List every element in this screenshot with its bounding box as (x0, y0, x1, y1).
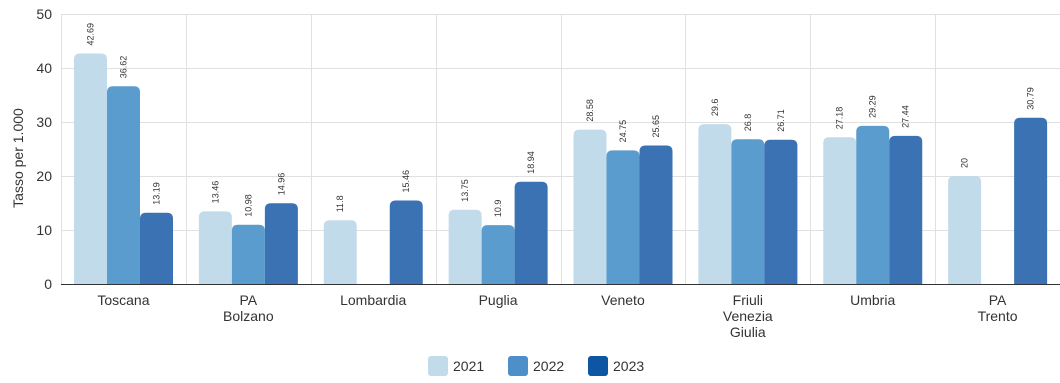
bar[interactable] (606, 150, 640, 284)
bar[interactable] (823, 137, 857, 284)
x-tick-label: Veneto (601, 292, 645, 308)
bar[interactable] (389, 200, 423, 284)
legend-swatch[interactable] (428, 356, 448, 376)
y-tick-label: 20 (36, 168, 52, 184)
y-tick-label: 10 (36, 222, 52, 238)
legend-label[interactable]: 2022 (533, 358, 564, 374)
data-label: 36.62 (119, 56, 129, 79)
bar[interactable] (889, 135, 923, 284)
y-tick-label: 30 (36, 114, 52, 130)
x-tick-label: Lombardia (340, 292, 406, 308)
x-axis: Toscana PA Bolzano Lombardia Puglia Veneto Fri… (97, 292, 1017, 340)
legend[interactable]: 2021 2022 2023 (428, 356, 644, 376)
bar[interactable] (731, 139, 765, 284)
bar[interactable] (856, 125, 890, 284)
x-tick-label: PA Trento (978, 292, 1018, 324)
data-label: 27.44 (901, 105, 911, 128)
bar[interactable] (198, 211, 232, 284)
bar[interactable] (481, 225, 515, 284)
data-label: 13.19 (152, 182, 162, 205)
data-label: 10.98 (243, 194, 253, 217)
bar[interactable] (231, 224, 265, 284)
legend-label[interactable]: 2021 (453, 358, 484, 374)
y-axis-title: Tasso per 1.000 (10, 108, 26, 208)
data-label: 13.75 (460, 179, 470, 202)
bar[interactable] (323, 220, 357, 284)
data-label: 18.94 (526, 151, 536, 174)
data-label: 26.71 (776, 109, 786, 132)
y-tick-label: 40 (36, 60, 52, 76)
bars: 42.69 13.46 11.8 13.75 28.58 29.6 27.18 20 36.62… (74, 23, 1048, 284)
data-label: 20 (960, 158, 970, 168)
y-tick-label: 50 (36, 6, 52, 22)
bar[interactable] (264, 203, 298, 284)
data-label: 28.58 (585, 99, 595, 122)
data-label: 29.29 (868, 95, 878, 118)
legend-swatch[interactable] (508, 356, 528, 376)
y-axis: 0 10 20 30 40 50 (36, 6, 52, 292)
data-label: 30.79 (1026, 87, 1036, 110)
data-label: 11.8 (335, 195, 345, 212)
bar[interactable] (448, 209, 482, 284)
bar[interactable] (140, 212, 173, 284)
data-label: 15.46 (401, 170, 411, 193)
data-label: 10.9 (493, 200, 503, 218)
bar[interactable] (74, 53, 107, 284)
bar[interactable] (639, 145, 673, 284)
bar[interactable] (948, 176, 982, 284)
data-label: 24.75 (618, 120, 628, 143)
bar[interactable] (698, 124, 732, 284)
bar[interactable] (573, 129, 607, 284)
bar[interactable] (764, 139, 798, 284)
data-label: 26.8 (743, 114, 753, 132)
data-label: 25.65 (651, 115, 661, 138)
data-label: 14.96 (276, 173, 286, 196)
legend-label[interactable]: 2023 (613, 358, 644, 374)
x-tick-label: Puglia (479, 292, 518, 308)
x-tick-label: PA Bolzano (223, 292, 274, 324)
y-tick-label: 0 (44, 276, 52, 292)
data-label: 42.69 (86, 23, 96, 46)
x-tick-label: Toscana (97, 292, 149, 308)
x-tick-label: Umbria (850, 292, 895, 308)
data-label: 13.46 (210, 181, 220, 204)
legend-swatch[interactable] (588, 356, 608, 376)
data-label: 29.6 (710, 99, 720, 117)
data-label: 27.18 (835, 107, 845, 130)
bar[interactable] (1014, 117, 1048, 284)
x-tick-label: Friuli Venezia Giulia (723, 292, 773, 340)
bar[interactable] (107, 86, 140, 284)
bar[interactable] (514, 181, 548, 284)
grid (61, 14, 1060, 285)
